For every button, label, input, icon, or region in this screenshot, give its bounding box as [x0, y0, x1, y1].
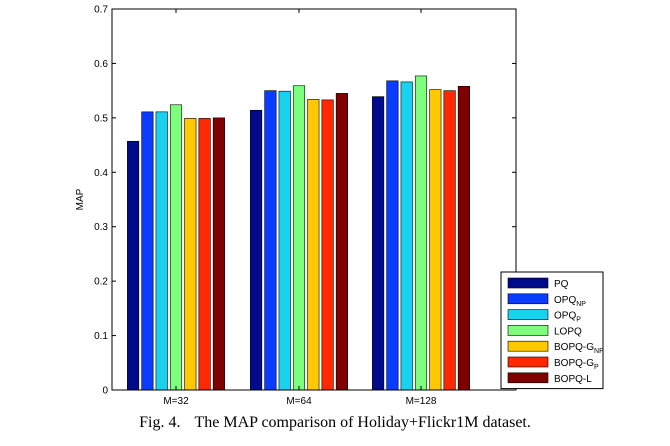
legend-label: LOPQ — [554, 326, 582, 337]
bar-bopq-l-0 — [212, 117, 225, 391]
legend-label: BOPQ-GP — [554, 358, 599, 371]
y-tick-label: 0.6 — [94, 59, 108, 70]
legend-swatch-bopq-l — [507, 372, 549, 384]
legend-label-subscript: P — [594, 364, 599, 371]
bar-lopq-1 — [292, 85, 306, 391]
legend-swatch-opqp — [507, 309, 549, 320]
caption-text: The MAP comparison of Holiday+Flickr1M d… — [194, 414, 531, 431]
legend-swatch-bopq-gp — [507, 356, 549, 368]
bar-lopq-2 — [414, 75, 428, 391]
y-tick-label: 0.4 — [94, 168, 108, 179]
y-axis-label: MAP — [75, 188, 86, 210]
legend-label-base: PQ — [554, 279, 569, 290]
bar-bopq-l-2 — [457, 85, 470, 391]
legend-swatch-pq — [507, 277, 549, 289]
bar-opqp-0 — [155, 111, 168, 391]
bar-pq-1 — [250, 109, 263, 391]
y-tick-label: 0.1 — [94, 331, 108, 342]
legend-label-subscript: NP — [594, 348, 604, 355]
x-tick-label: M=64 — [286, 396, 312, 407]
bar-bopq-l-1 — [335, 93, 348, 391]
y-tick-label: 0.3 — [94, 222, 108, 233]
legend-label-base: BOPQ-L — [554, 374, 592, 385]
x-tick-label: M=128 — [406, 396, 437, 407]
bar-opqp-1 — [278, 90, 291, 391]
legend-label: BOPQ-GNP — [554, 342, 604, 355]
legend-label-base: BOPQ-G — [554, 358, 594, 369]
bar-pq-0 — [127, 140, 140, 391]
legend-swatch-lopq — [507, 325, 549, 336]
legend-swatch-opqnp — [507, 293, 549, 305]
legend-label-subscript: P — [576, 317, 581, 324]
figure-caption: Fig. 4. The MAP comparison of Holiday+Fli… — [0, 414, 670, 432]
bar-bopq-gp-2 — [443, 90, 456, 391]
figure-number: Fig. 4. — [139, 414, 181, 431]
legend-label: OPQP — [554, 311, 581, 324]
legend-label: OPQNP — [554, 295, 586, 308]
y-tick-label: 0 — [102, 386, 108, 397]
bar-bopq-gnp-2 — [429, 89, 442, 391]
bar-opqnp-2 — [386, 80, 399, 391]
bar-opqp-2 — [400, 81, 413, 391]
y-tick-label: 0.5 — [94, 113, 108, 124]
legend-label-base: OPQ — [554, 311, 576, 322]
legend-swatch-bopq-gnp — [507, 340, 549, 352]
axes-frame — [111, 8, 517, 391]
bar-chart: 0 0.1 0.2 0.3 0.4 0.5 0.6 0.7 M=32 M=64 M=128 MAP… — [75, 5, 604, 408]
bar-bopq-gnp-0 — [184, 118, 197, 391]
legend-label: BOPQ-L — [554, 374, 592, 385]
legend-label-base: BOPQ-G — [554, 342, 594, 353]
bar-opqnp-0 — [141, 111, 154, 391]
bar-bopq-gnp-1 — [307, 99, 320, 391]
legend-label-base: LOPQ — [554, 326, 582, 337]
x-axis: M=32 M=64 M=128 — [163, 9, 437, 407]
y-tick-label: 0.7 — [94, 5, 108, 16]
y-tick-label: 0.2 — [94, 277, 108, 288]
legend-label-subscript: NP — [576, 301, 586, 308]
bar-pq-2 — [372, 96, 385, 391]
x-tick-label: M=32 — [163, 396, 189, 407]
bar-bopq-gp-0 — [198, 118, 211, 391]
legend-label-base: OPQ — [554, 295, 576, 306]
bar-opqnp-1 — [264, 90, 277, 391]
bars-group — [127, 75, 470, 391]
bar-lopq-0 — [169, 104, 183, 391]
legend-label: PQ — [554, 279, 569, 290]
bar-bopq-gp-1 — [321, 99, 334, 391]
